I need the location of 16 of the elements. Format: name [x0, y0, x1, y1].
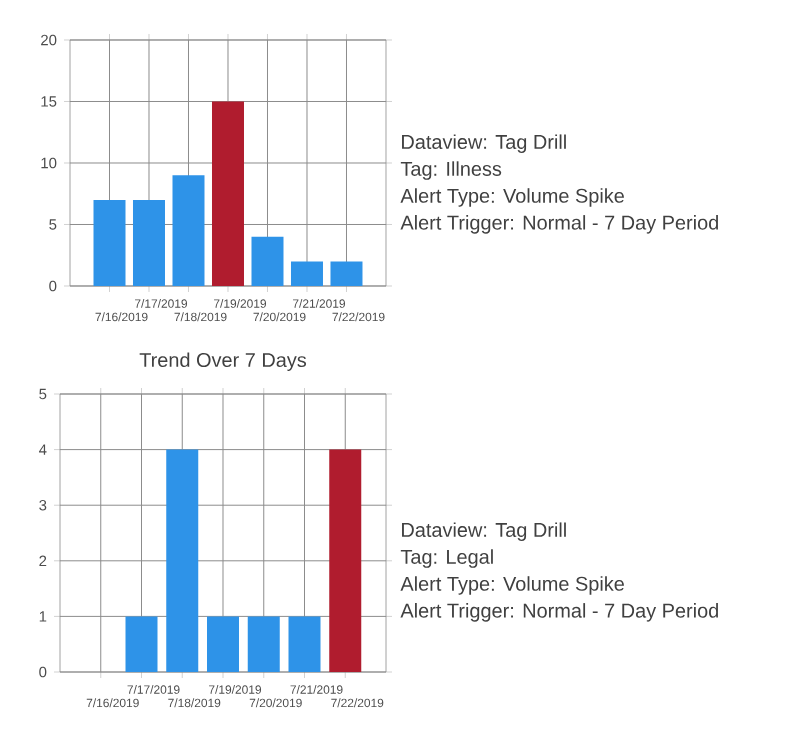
text: Alert Type: Volume Spike: [400, 188, 624, 207]
bar: [93, 199, 126, 286]
bar: [330, 261, 363, 286]
bar: [251, 236, 284, 286]
chart-title: Trend Over 7 Days: [139, 352, 307, 371]
text: Tag: Illness: [400, 161, 502, 180]
bar: [290, 261, 323, 286]
bar: [172, 175, 205, 286]
text: Dataview: Tag Drill: [402, 134, 566, 153]
text: Dataview: Tag Drill: [402, 522, 566, 541]
text: Alert Type: Volume Spike: [400, 576, 624, 595]
bar: [132, 199, 165, 286]
bar: [211, 101, 244, 286]
text: Alert Trigger: Normal - 7 Day Period: [400, 603, 718, 622]
text: Tag: Legal: [400, 549, 493, 568]
text: Alert Trigger: Normal - 7 Day Period: [400, 215, 718, 234]
